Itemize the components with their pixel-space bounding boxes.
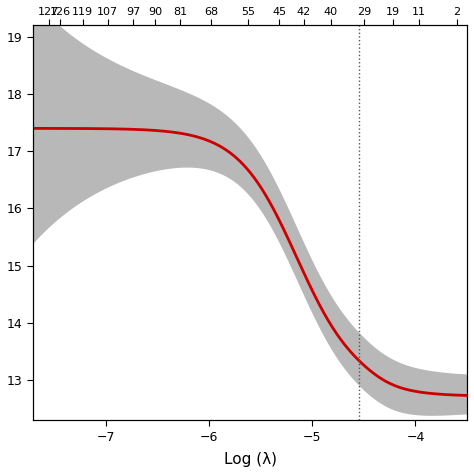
X-axis label: Log (λ): Log (λ) xyxy=(224,452,277,467)
